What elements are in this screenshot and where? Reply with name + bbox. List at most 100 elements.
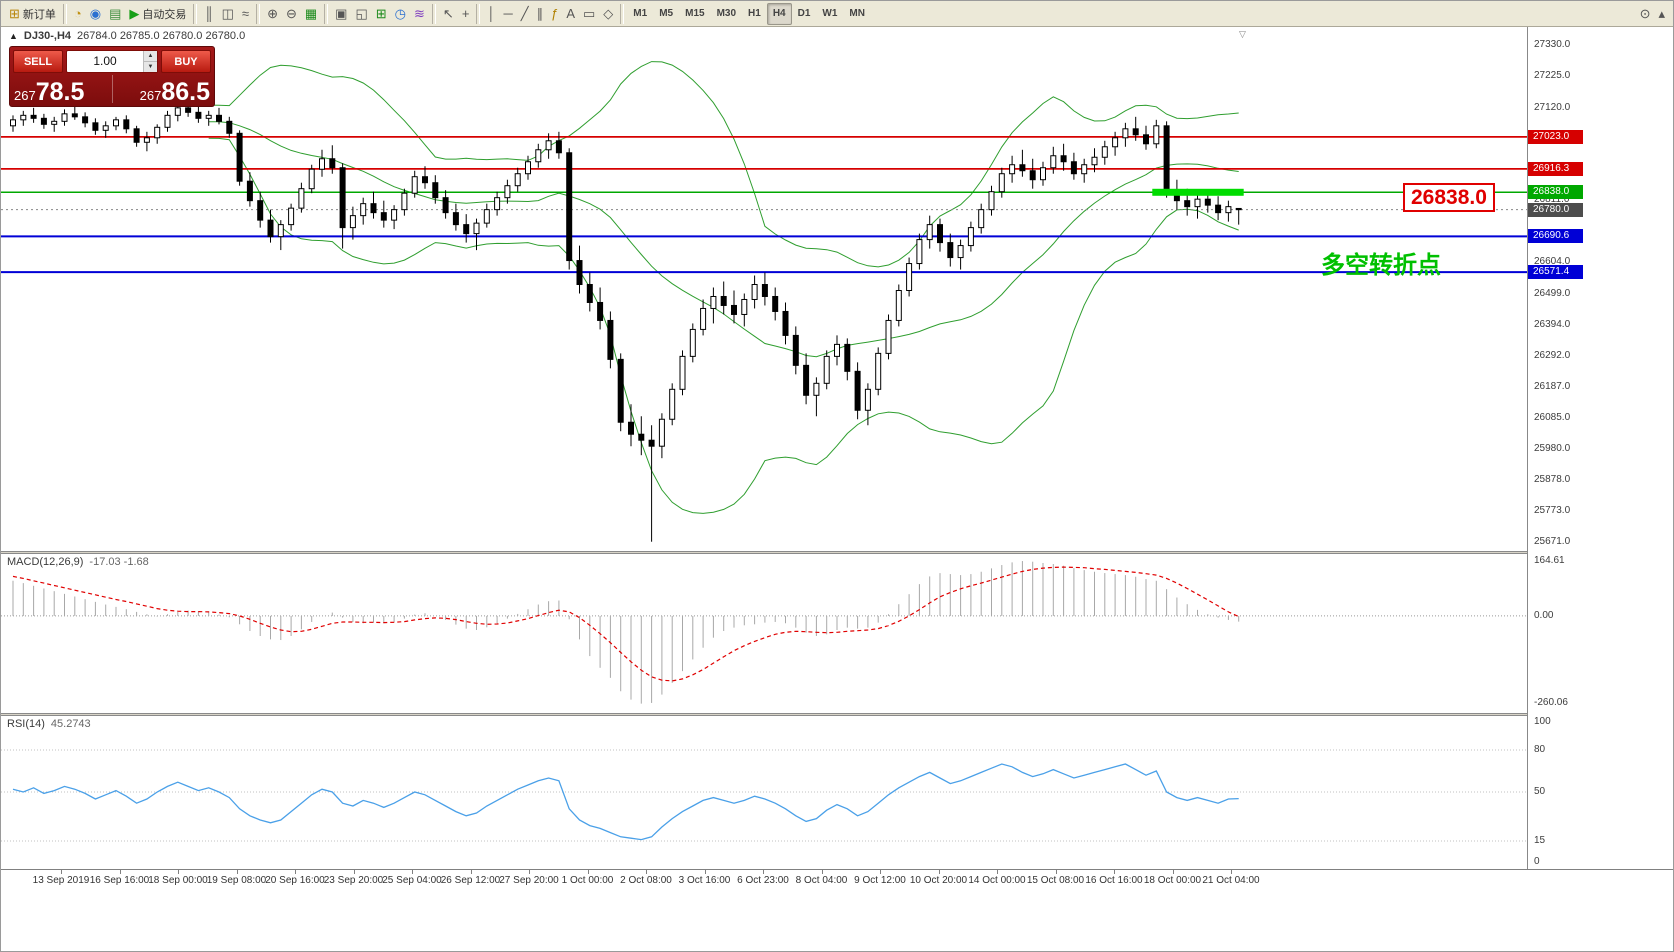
bollinger-band: [208, 61, 1239, 268]
rsi-pane[interactable]: RSI(14) 45.2743: [1, 716, 1527, 869]
tile-windows-button[interactable]: ◱: [351, 2, 371, 26]
new-order-button[interactable]: ⊞ 新订单: [5, 2, 60, 26]
rsi-pane-svg[interactable]: [1, 716, 1527, 869]
candle: [494, 197, 501, 211]
grid-button[interactable]: ▦: [301, 2, 321, 26]
candle: [391, 209, 398, 221]
equidistant-channel-button[interactable]: ∥: [533, 2, 548, 26]
candle: [514, 173, 521, 187]
candle: [885, 319, 892, 354]
periods-button[interactable]: ◷: [391, 2, 410, 26]
time-axis-tick: [295, 870, 296, 874]
price-pane-svg[interactable]: [1, 27, 1527, 551]
candle: [473, 222, 480, 235]
zoom-out-button[interactable]: ⊖: [282, 2, 301, 26]
candle: [1163, 125, 1170, 193]
chart-title-row: ▲ DJ30-,H4 26784.0 26785.0 26780.0 26780…: [9, 30, 245, 42]
terminal-button[interactable]: ▤: [105, 2, 125, 26]
candle: [1040, 167, 1046, 181]
text-label-button[interactable]: ▭: [579, 2, 599, 26]
time-axis-label: 15 Oct 08:00: [1026, 875, 1085, 886]
data-window-button[interactable]: ◉: [86, 2, 105, 26]
bid-ask-display: 267 78.5 267 86.5: [13, 75, 211, 104]
candle: [1143, 134, 1149, 145]
candle: [525, 161, 531, 175]
timeframe-mn-button[interactable]: MN: [849, 7, 865, 19]
candle: [792, 334, 799, 366]
candle: [937, 224, 943, 244]
chart-line-icon: ≈: [241, 6, 250, 21]
chart-line-button[interactable]: ≈: [238, 2, 253, 26]
candle: [154, 126, 161, 139]
macd-pane[interactable]: MACD(12,26,9) -17.03 -1.68: [1, 554, 1527, 713]
price-axis-tick: 26187.0: [1534, 381, 1571, 393]
rsi-axis-tick: 50: [1534, 786, 1546, 797]
time-axis-label: 23 Sep 20:00: [323, 875, 384, 886]
buy-button[interactable]: BUY: [161, 50, 211, 73]
quick-search-button[interactable]: ⊙: [1636, 2, 1655, 26]
candle: [380, 212, 387, 221]
candle: [422, 176, 428, 184]
candle: [864, 388, 871, 411]
tile-windows-icon: ◱: [355, 6, 368, 21]
price-axis-tick: 25878.0: [1534, 473, 1571, 485]
candle: [782, 310, 789, 336]
chart-bars-button[interactable]: ║: [200, 2, 217, 26]
volume-down-button[interactable]: ▼: [144, 61, 157, 72]
cursor-button[interactable]: ↖: [439, 2, 458, 26]
timeframe-w1-button[interactable]: W1: [822, 7, 838, 19]
toolbar-collapse-button[interactable]: ▴: [1654, 2, 1669, 26]
chart-shift-marker[interactable]: ▽: [1239, 29, 1246, 39]
timeframe-m15-button[interactable]: M15: [685, 7, 705, 19]
candle: [1081, 164, 1088, 175]
timeframe-m1-button[interactable]: M1: [633, 7, 648, 19]
candle: [257, 200, 264, 221]
volume-up-button[interactable]: ▲: [144, 51, 157, 61]
time-axis[interactable]: 13 Sep 2019 16 Sep 16:00 18 Sep 00:00 19 Se…: [1, 869, 1673, 892]
crosshair-button[interactable]: +: [458, 2, 474, 26]
candle: [844, 343, 851, 372]
timeframe-d1-button[interactable]: D1: [797, 7, 811, 19]
timeframe-m5-button[interactable]: M5: [659, 7, 674, 19]
indicators-button[interactable]: ≋: [410, 2, 429, 26]
volume-input[interactable]: 1.00: [93, 54, 117, 68]
pane-separator[interactable]: [1, 713, 1673, 716]
horizontal-line-button[interactable]: ─: [500, 2, 517, 26]
pane-separator[interactable]: [1, 551, 1673, 554]
trendline-button[interactable]: ╱: [517, 2, 533, 26]
price-annotation-label[interactable]: 26838.0: [1403, 183, 1495, 212]
candle: [1235, 207, 1242, 211]
toolbar-separator: [62, 3, 67, 24]
candle: [370, 203, 377, 214]
price-axis-tag: 26690.6: [1528, 229, 1583, 244]
new-chart-button[interactable]: ⊞: [372, 2, 391, 26]
vertical-line-button[interactable]: │: [483, 2, 499, 26]
price-pane[interactable]: ▲ DJ30-,H4 26784.0 26785.0 26780.0 26780…: [1, 27, 1527, 551]
timeframe-m30-button[interactable]: M30: [716, 7, 737, 19]
volume-control[interactable]: 1.00 ▲ ▼: [66, 50, 158, 73]
sell-button[interactable]: SELL: [13, 50, 63, 73]
time-axis-label: 21 Oct 04:00: [1202, 875, 1260, 886]
one-click-toggle-icon[interactable]: ▲: [9, 31, 18, 41]
time-axis-label: 16 Oct 16:00: [1085, 875, 1143, 886]
zoom-in-button[interactable]: ⊕: [263, 2, 282, 26]
arrow-tools-button[interactable]: ◇: [599, 2, 617, 26]
macd-pane-svg[interactable]: [1, 554, 1527, 713]
candle: [185, 107, 192, 113]
highlight-segment[interactable]: [1152, 188, 1244, 196]
cascade-windows-button[interactable]: ▣: [331, 2, 351, 26]
timeframe-h4-button[interactable]: H4: [766, 2, 792, 25]
text-button[interactable]: A: [562, 2, 579, 26]
chart-candles-button[interactable]: ◫: [218, 2, 238, 26]
fibonacci-button[interactable]: ƒ: [547, 2, 562, 26]
autotrading-button[interactable]: ▶ 自动交易: [125, 2, 190, 26]
price-axis-column[interactable]: 27330.0 27225.0 27120.0 26811.0 26604.0 26499…: [1527, 27, 1673, 869]
candle: [143, 137, 150, 143]
candle: [164, 114, 171, 128]
text-annotation[interactable]: 多空转折点: [1321, 252, 1441, 279]
time-axis-tick: [470, 870, 472, 874]
market-watch-button[interactable]: ◔: [70, 2, 86, 26]
candle: [648, 439, 655, 447]
candle: [174, 107, 181, 116]
timeframe-h1-button[interactable]: H1: [748, 7, 761, 19]
